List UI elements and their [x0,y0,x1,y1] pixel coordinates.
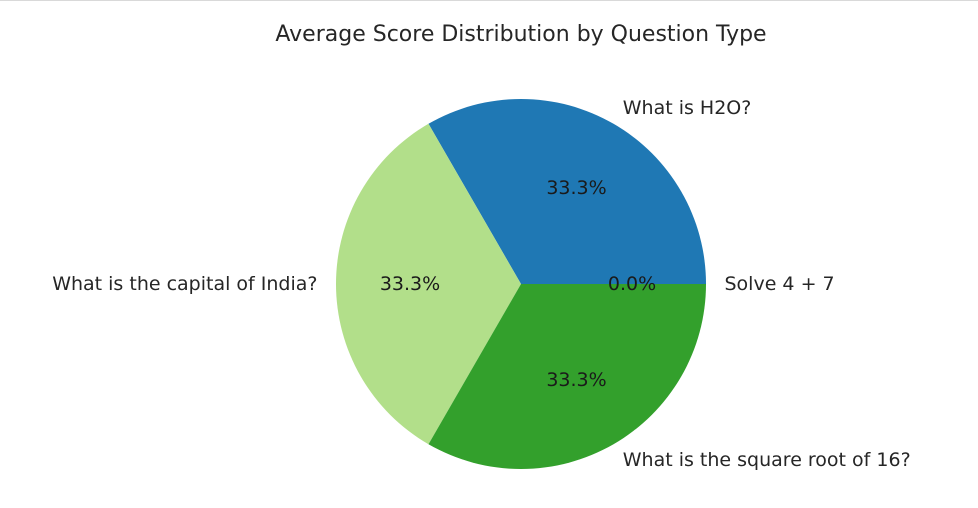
percent-labels: 0.0% 33.3% 33.3% 33.3% [380,177,656,391]
slice-label-what-is-the-square-root-of-16: What is the square root of 16? [623,449,911,471]
slice-label-what-is-h2o: What is H2O? [623,97,752,119]
slice-percent-solve-4-7: 0.0% [608,273,656,295]
slice-label-what-is-the-capital-of-india: What is the capital of India? [52,273,317,295]
pie-slice-what-is-h2o [428,98,706,284]
pie-slice-what-is-the-capital-of-india [336,123,521,445]
top-border [0,0,978,1]
pie-slice-what-is-the-square-root-of-16 [428,284,706,469]
slice-percent-what-is-h2o: 33.3% [546,177,606,199]
chart-title: Average Score Distribution by Question T… [275,22,766,47]
slice-label-solve-4-7: Solve 4 + 7 [725,273,835,295]
category-labels: Solve 4 + 7 What is H2O? What is the capit… [52,97,910,471]
pie-slices [336,98,706,469]
slice-percent-what-is-the-square-root-of-16: 33.3% [546,369,606,391]
slice-percent-what-is-the-capital-of-india: 33.3% [380,273,440,295]
